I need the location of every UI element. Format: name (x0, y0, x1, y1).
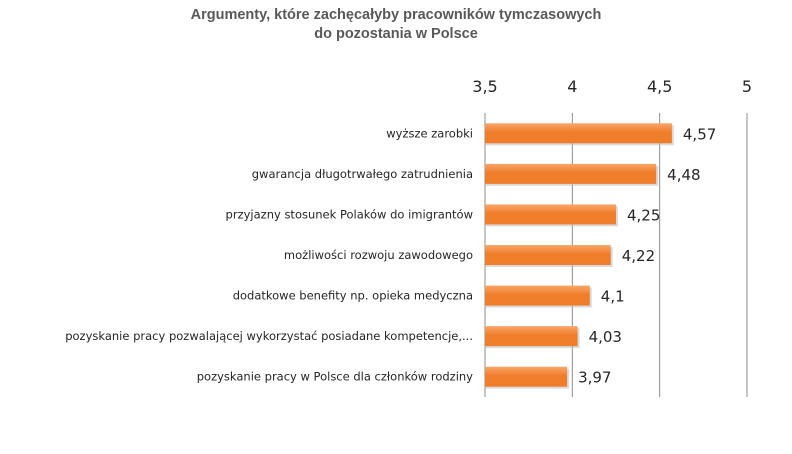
bar (485, 326, 578, 347)
chart-title-line-1: Argumenty, które zachęcałyby pracowników… (190, 7, 602, 23)
category-label: pozyskanie pracy pozwalającej wykorzysta… (65, 329, 473, 343)
bar (485, 163, 657, 184)
category-label: gwarancja długotrwałego zatrudnienia (252, 167, 473, 181)
x-tick-label: 3,5 (472, 77, 497, 96)
value-label: 3,97 (578, 369, 611, 387)
category-label: pozyskanie pracy w Polsce dla członków r… (197, 370, 473, 384)
x-tick-label: 4 (567, 77, 577, 96)
x-tick-label: 5 (742, 77, 752, 96)
chart-title-line-2: do pozostania w Polsce (314, 26, 478, 42)
value-label: 4,48 (667, 166, 700, 184)
value-labels: 4,57 4,48 4,25 4,22 4,1 4,03 3,97 (578, 125, 716, 386)
bar (485, 366, 568, 387)
bar (485, 285, 590, 306)
category-label: dodatkowe benefity np. opieka medyczna (233, 289, 473, 303)
bar (485, 245, 611, 265)
bars (485, 123, 674, 389)
value-label: 4,22 (622, 247, 655, 265)
bar (485, 204, 616, 225)
value-label: 4,57 (683, 125, 716, 143)
x-axis-ticks: 3,5 4 4,5 5 (472, 77, 752, 96)
value-label: 4,25 (627, 206, 660, 224)
chart-title: Argumenty, które zachęcałyby pracowników… (0, 6, 792, 44)
category-label: możliwości rozwoju zawodowego (284, 248, 473, 262)
category-labels: wyższe zarobki gwarancja długotrwałego za… (65, 126, 473, 383)
value-label: 4,03 (589, 328, 622, 346)
category-label: wyższe zarobki (386, 126, 473, 140)
category-label: przyjazny stosunek Polaków do imigrantów (226, 207, 473, 221)
value-label: 4,1 (601, 288, 625, 306)
bar (485, 123, 672, 144)
x-tick-label: 4,5 (647, 77, 672, 96)
